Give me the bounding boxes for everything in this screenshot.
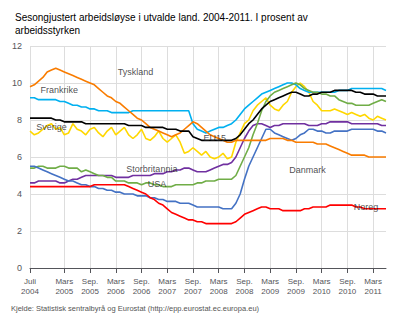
svg-text:Tyskland: Tyskland — [118, 67, 154, 77]
svg-text:Sep.: Sep. — [133, 277, 149, 286]
svg-text:2007: 2007 — [184, 287, 202, 296]
svg-text:Juli: Juli — [24, 277, 36, 286]
svg-text:6: 6 — [17, 152, 22, 162]
svg-text:2009: 2009 — [261, 287, 279, 296]
svg-text:Danmark: Danmark — [289, 165, 326, 175]
svg-text:12: 12 — [12, 41, 22, 51]
svg-text:Sverige: Sverige — [36, 122, 67, 132]
svg-text:8: 8 — [17, 115, 22, 125]
svg-text:2005: 2005 — [55, 287, 73, 296]
svg-text:Sesongjustert arbeidsløyse i u: Sesongjustert arbeidsløyse i utvalde lan… — [15, 12, 308, 23]
svg-text:0: 0 — [17, 263, 22, 273]
svg-text:Frankrike: Frankrike — [41, 85, 79, 95]
svg-text:Mars: Mars — [210, 277, 228, 286]
svg-text:USA: USA — [148, 179, 167, 189]
svg-text:arbeidsstyrken: arbeidsstyrken — [15, 25, 80, 36]
svg-text:2: 2 — [17, 226, 22, 236]
svg-text:Sep.: Sep. — [82, 277, 98, 286]
svg-text:Sep.: Sep. — [339, 277, 355, 286]
svg-text:Mars: Mars — [364, 277, 382, 286]
svg-text:Sep.: Sep. — [185, 277, 201, 286]
svg-text:Mars: Mars — [313, 277, 331, 286]
svg-text:2008: 2008 — [236, 287, 254, 296]
svg-text:Kjelde: Statistisk sentralbyrå: Kjelde: Statistisk sentralbyrå og Eurost… — [11, 304, 260, 313]
svg-text:4: 4 — [17, 189, 22, 199]
svg-text:10: 10 — [12, 78, 22, 88]
svg-text:2010: 2010 — [313, 287, 331, 296]
svg-text:2005: 2005 — [81, 287, 99, 296]
svg-text:Mars: Mars — [261, 277, 279, 286]
svg-text:2008: 2008 — [210, 287, 228, 296]
svg-text:2007: 2007 — [158, 287, 176, 296]
svg-text:Mars: Mars — [107, 277, 125, 286]
svg-text:2006: 2006 — [107, 287, 125, 296]
svg-text:Storbritannia: Storbritannia — [126, 164, 177, 174]
svg-text:Sep.: Sep. — [288, 277, 304, 286]
svg-text:Sep.: Sep. — [236, 277, 252, 286]
svg-text:2010: 2010 — [338, 287, 356, 296]
svg-text:2011: 2011 — [365, 287, 383, 296]
svg-text:Mars: Mars — [158, 277, 176, 286]
svg-text:Noreg: Noreg — [354, 202, 379, 212]
svg-text:EU15: EU15 — [204, 133, 227, 143]
svg-text:2004: 2004 — [21, 287, 39, 296]
svg-text:2009: 2009 — [287, 287, 305, 296]
svg-text:2006: 2006 — [133, 287, 151, 296]
svg-text:Mars: Mars — [55, 277, 73, 286]
